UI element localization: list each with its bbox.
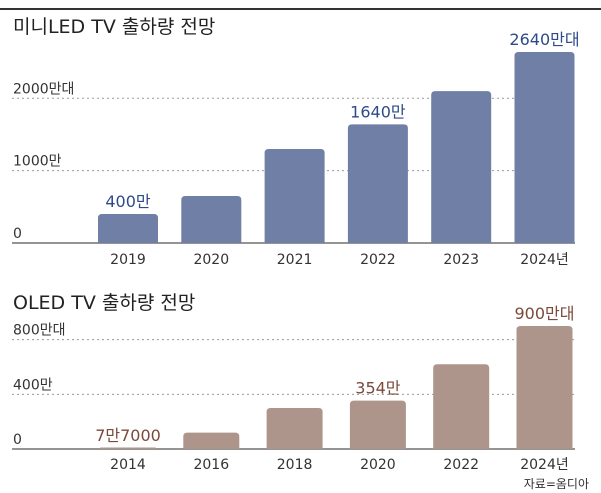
chart2-xtick-label: 2014 (110, 457, 146, 473)
chart2-bar-2016 (183, 432, 240, 449)
chart1-xtick-label: 2024년 (520, 252, 569, 268)
chart1-data-label: 1640만 (350, 102, 406, 121)
chart2-xtick-label: 2024년 (520, 457, 569, 473)
chart1-bar-2020 (181, 195, 242, 243)
chart2-bar-2014 (100, 447, 156, 449)
chart1-bar-2021 (264, 148, 325, 243)
top-rule (0, 8, 601, 10)
chart1-ytick-label: 2000만대 (13, 81, 74, 97)
chart1-xtick-label: 2021 (277, 252, 313, 268)
chart2-title: OLED TV 출하량 전망 (13, 292, 195, 314)
chart2-data-label: 354만 (355, 379, 401, 398)
source-note: 자료=옴디아 (524, 477, 589, 491)
chart2-xtick-label: 2018 (277, 457, 313, 473)
chart1-bar-2023 (431, 91, 492, 244)
chart2-plot: 0 400만 800만대 2014 2016 2018 2020 2022 2024년 7만700… (12, 304, 575, 473)
chart1-xtick-label: 2023 (443, 252, 479, 268)
chart2-xtick-label: 2022 (443, 457, 479, 473)
chart1-ytick-label: 1000만 (13, 154, 62, 170)
chart1-xtick-label: 2020 (193, 252, 229, 268)
chart1-xtick-label: 2022 (360, 252, 396, 268)
chart1-xtick-label: 2019 (110, 252, 146, 268)
chart1-bar-2022 (347, 124, 408, 243)
chart2-data-label: 900만대 (515, 304, 575, 323)
chart2-bar-2020 (349, 400, 406, 449)
chart1-ytick-label: 0 (13, 226, 22, 242)
chart2-bar-2024년 (516, 326, 573, 449)
chart1-title: 미니LED TV 출하량 전망 (13, 16, 215, 38)
chart1-data-label: 400만 (105, 192, 151, 211)
chart1-plot: 0 1000만 2000만대 2019 2020 2021 2022 2023 2024년 400… (12, 30, 580, 268)
chart2-xtick-label: 2016 (193, 457, 229, 473)
chart2-bar-2022 (433, 364, 490, 449)
chart1-data-label: 2640만대 (509, 30, 579, 49)
chart2-ytick-label: 400만 (13, 377, 53, 393)
chart1-bar-2019 (98, 214, 158, 243)
chart2-ytick-label: 0 (13, 432, 22, 448)
chart1-bar-2024년 (514, 52, 575, 243)
chart2-bar-2018 (266, 408, 323, 449)
chart2-data-label: 7만7000 (95, 426, 161, 445)
chart2-ytick-label: 800만대 (13, 323, 65, 339)
chart2-xtick-label: 2020 (360, 457, 396, 473)
